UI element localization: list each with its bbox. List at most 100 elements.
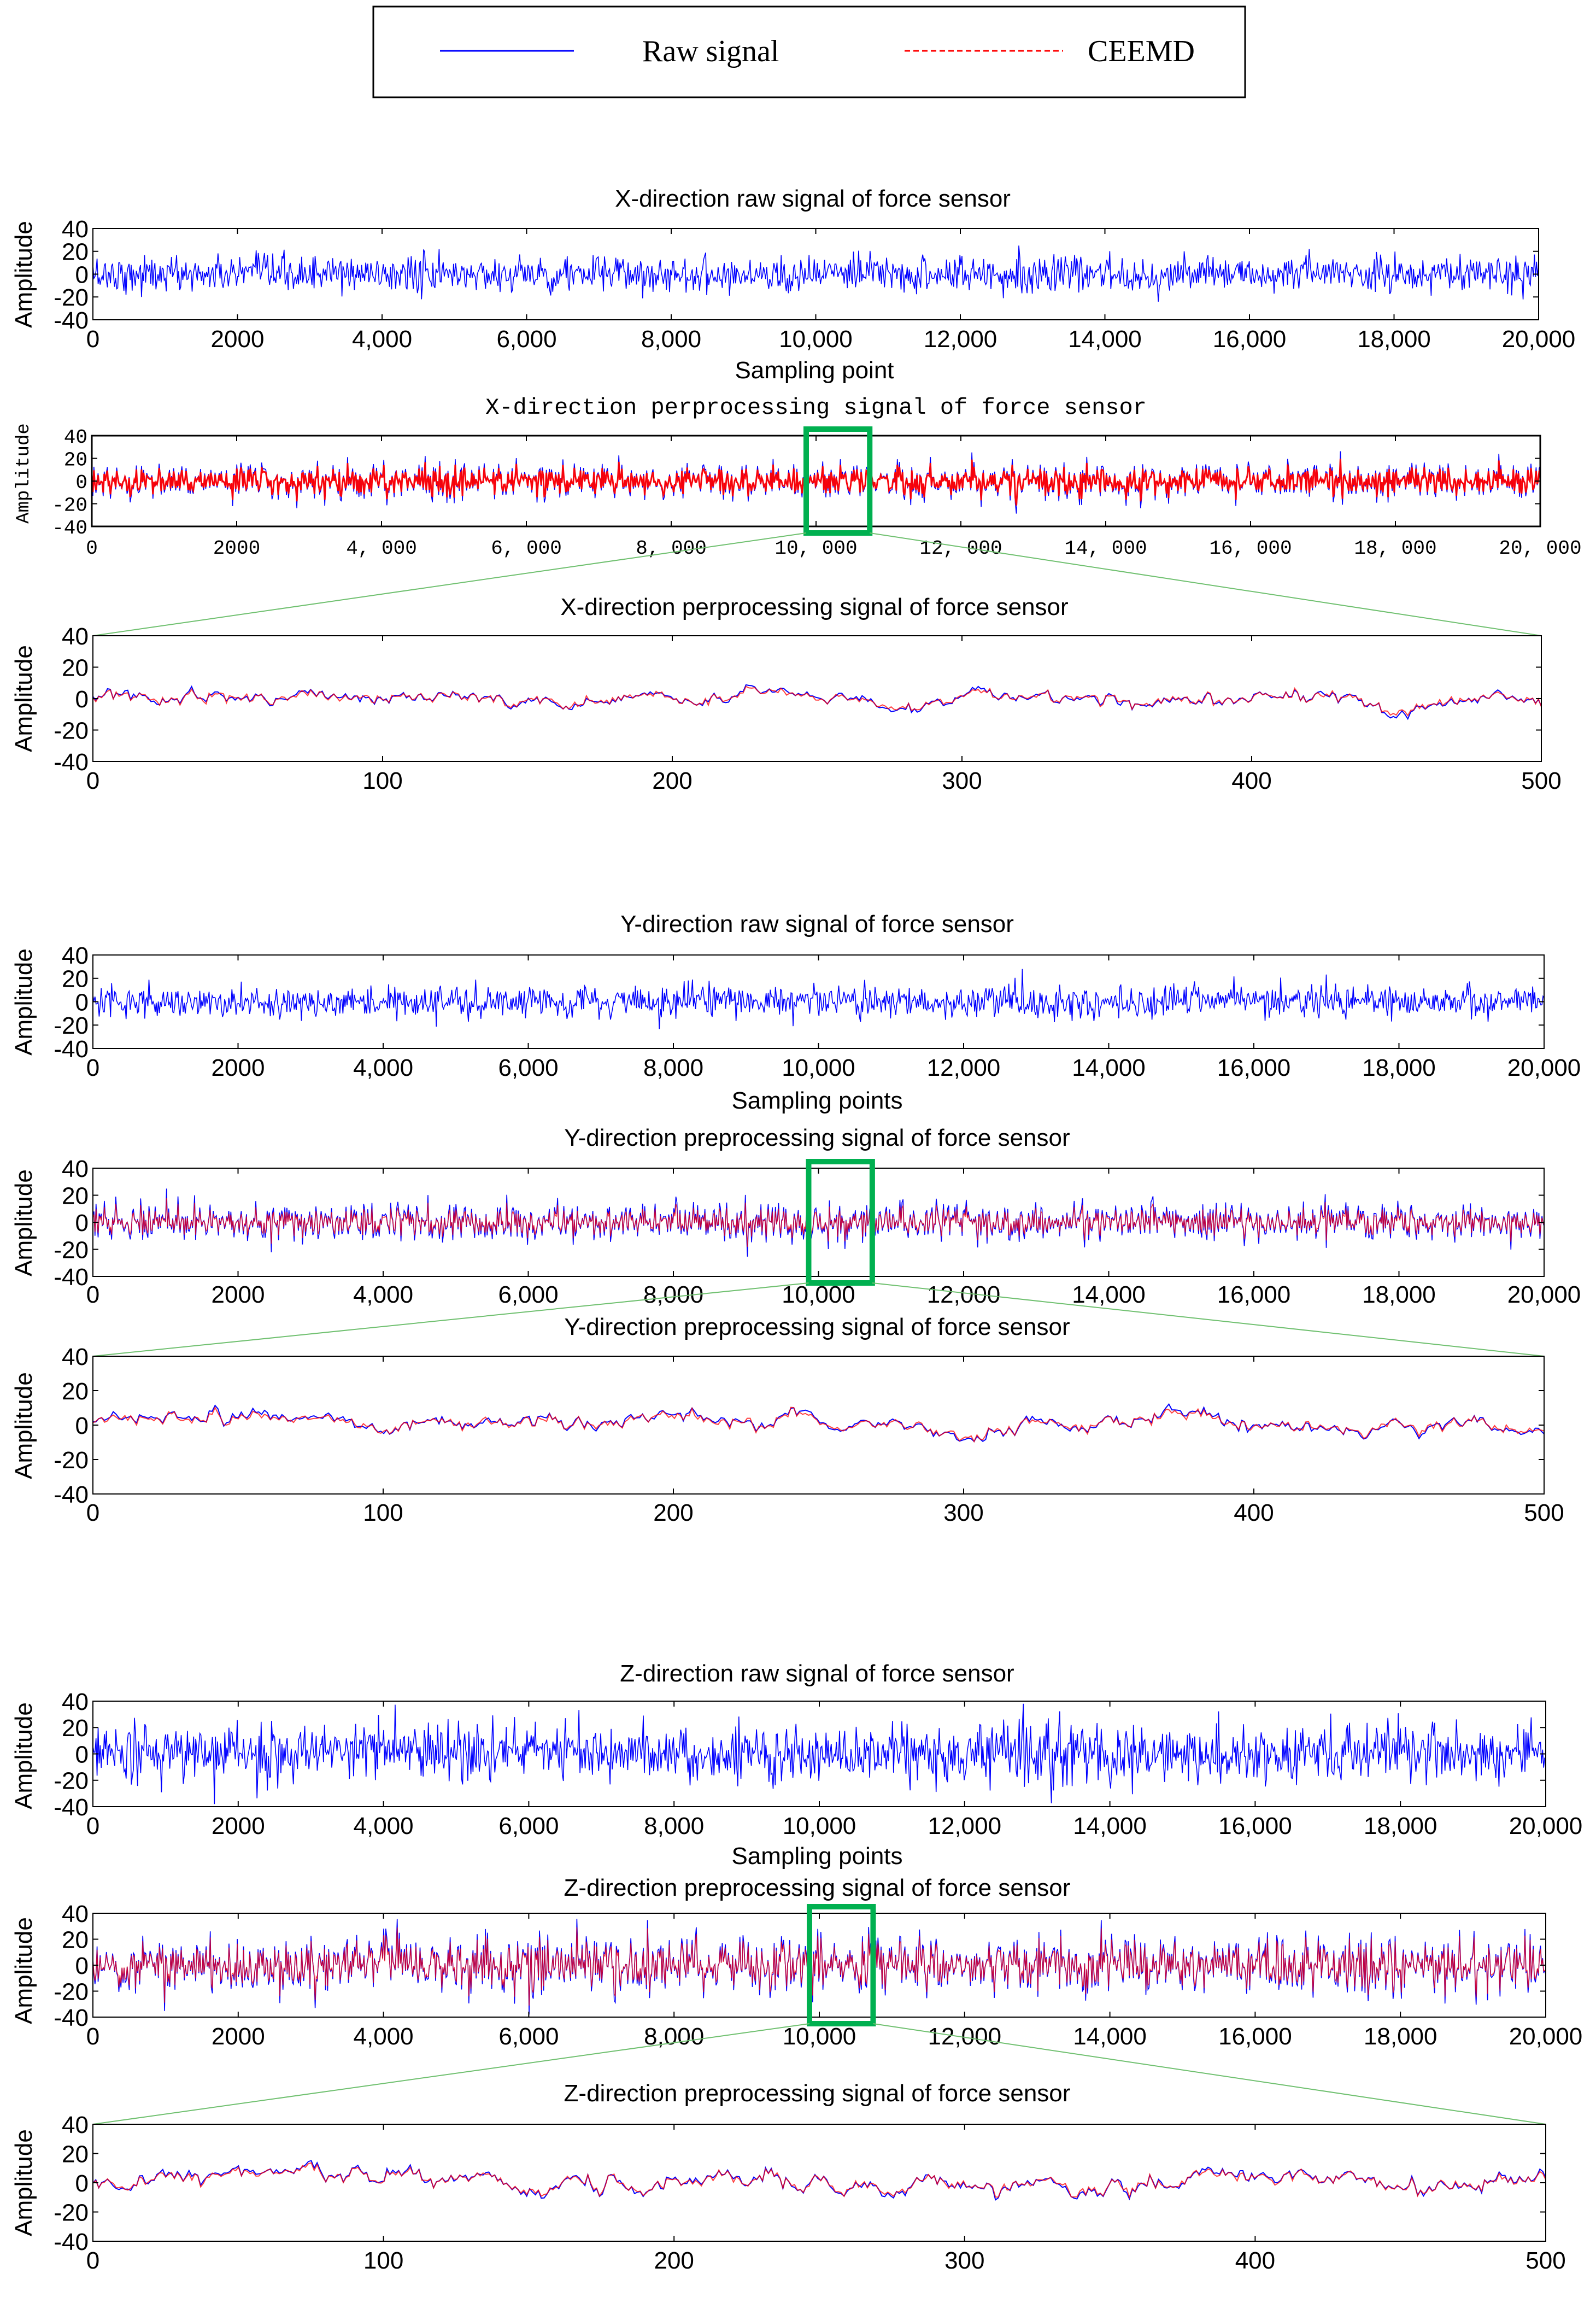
y-raw-ytick-label: -20 — [54, 1012, 89, 1039]
z-zoom-ylabel: Amplitude — [10, 2129, 37, 2236]
z-pre-ylabel: Amplitude — [10, 1917, 37, 2024]
z-zoom-ytick-label: 20 — [62, 2141, 89, 2167]
x-raw-xtick-label: 4,000 — [352, 326, 412, 353]
y-raw-title: Y-direction raw signal of force sensor — [620, 911, 1014, 937]
x-raw-ytick-label: 20 — [62, 239, 89, 266]
y-zoom-ytick-label: 40 — [62, 1344, 89, 1370]
z-pre-xtick-label: 10,000 — [783, 2023, 856, 2050]
x-pre-ytick-label: 0 — [75, 472, 87, 494]
y-zoom-ytick-label: 0 — [75, 1413, 89, 1439]
x-raw-title: X-direction raw signal of force sensor — [615, 185, 1011, 212]
y-zoom-plot-area — [93, 1356, 1544, 1494]
z-pre-xtick-label: 18,000 — [1364, 2023, 1437, 2050]
y-zoom-title: Y-direction preprocessing signal of forc… — [564, 1314, 1070, 1340]
x-raw-xtick-label: 18,000 — [1357, 326, 1431, 353]
x-zoom-xtick-label: 500 — [1521, 767, 1561, 794]
x-raw-xtick-label: 8,000 — [641, 326, 701, 353]
x-pre-xtick-label: 16, 000 — [1209, 537, 1292, 560]
legend: Raw signal CEEMD — [372, 5, 1246, 98]
z-pre-ytick-label: 40 — [62, 1901, 89, 1927]
x-raw-ytick-label: -20 — [54, 284, 89, 311]
z-raw-xtick-label: 2000 — [212, 1813, 265, 1839]
x-pre-zoom-connector-left — [92, 532, 807, 636]
legend-raw-label: Raw signal — [642, 34, 779, 68]
y-pre-xtick-label: 16,000 — [1217, 1281, 1291, 1308]
y-pre-zoom-box — [806, 1159, 875, 1286]
x-zoom-xtick-label: 300 — [942, 767, 982, 794]
z-pre-ytick-label: -40 — [54, 2005, 89, 2031]
y-zoom-ytick-label: -20 — [54, 1447, 89, 1474]
x-pre-xtick-label: 10, 000 — [774, 537, 857, 560]
x-zoom-xtick-label: 0 — [86, 767, 99, 794]
x-raw-xlabel: Sampling point — [735, 357, 894, 384]
y-raw-xtick-label: 8,000 — [643, 1054, 703, 1081]
z-zoom-ceemd-line — [92, 2162, 1546, 2200]
y-pre-ytick-label: -40 — [54, 1264, 89, 1291]
y-raw-xtick-label: 14,000 — [1072, 1054, 1146, 1081]
z-zoom-xtick-label: 100 — [363, 2247, 403, 2274]
z-raw-ytick-label: -40 — [54, 1794, 89, 1821]
y-raw-ytick-label: 0 — [75, 989, 89, 1016]
y-pre-xtick-label: 0 — [86, 1281, 99, 1308]
y-pre-xtick-label: 10,000 — [782, 1281, 855, 1308]
y-pre-zoom-connector-right — [872, 1282, 1545, 1357]
y-zoom-ytick-label: 20 — [62, 1378, 89, 1405]
x-zoom-xtick-label: 200 — [652, 767, 692, 794]
z-raw-xtick-label: 16,000 — [1218, 1813, 1292, 1839]
y-pre-xtick-label: 2000 — [212, 1281, 265, 1308]
x-pre-xtick-label: 20, 000 — [1499, 537, 1581, 560]
y-pre-xtick-label: 20,000 — [1507, 1281, 1581, 1308]
x-zoom-ytick-label: 40 — [62, 623, 89, 650]
z-raw-xtick-label: 20,000 — [1509, 1813, 1583, 1839]
z-zoom-ytick-label: -20 — [54, 2199, 89, 2226]
z-raw-xtick-label: 14,000 — [1073, 1813, 1147, 1839]
x-raw-ylabel: Amplitude — [10, 221, 37, 328]
y-zoom-ytick-label: -40 — [54, 1481, 89, 1508]
x-zoom-xtick-label: 100 — [362, 767, 402, 794]
y-pre-xtick-label: 14,000 — [1072, 1281, 1146, 1308]
x-pre-title: X-direction perprocessing signal of forc… — [485, 395, 1147, 421]
x-raw-xtick-label: 20,000 — [1502, 326, 1576, 353]
y-zoom-xtick-label: 400 — [1234, 1499, 1274, 1526]
x-pre-xtick-label: 6, 000 — [491, 537, 562, 560]
y-pre-xtick-label: 18,000 — [1362, 1281, 1436, 1308]
y-pre-ytick-label: -20 — [54, 1237, 89, 1263]
y-pre-ytick-label: 40 — [62, 1156, 89, 1182]
x-pre-ytick-label: -40 — [52, 517, 87, 540]
y-raw-ytick-label: -40 — [54, 1036, 89, 1063]
x-pre-zoom-connector-right — [870, 532, 1542, 636]
z-pre-ytick-label: 0 — [75, 1953, 89, 1979]
legend-ceemd-label: CEEMD — [1088, 34, 1195, 68]
y-raw-xtick-label: 10,000 — [782, 1054, 855, 1081]
x-zoom-ytick-label: -20 — [54, 717, 89, 744]
x-raw-xtick-label: 16,000 — [1213, 326, 1287, 353]
z-raw-xtick-label: 6,000 — [498, 1813, 559, 1839]
x-raw-xtick-label: 12,000 — [924, 326, 998, 353]
z-zoom-title: Z-direction preprocessing signal of forc… — [564, 2080, 1071, 2107]
y-pre-ytick-label: 0 — [75, 1210, 89, 1237]
z-pre-xtick-label: 6,000 — [498, 2023, 559, 2050]
z-pre-xtick-label: 14,000 — [1073, 2023, 1147, 2050]
z-zoom-xtick-label: 0 — [86, 2247, 99, 2274]
z-raw-xtick-label: 18,000 — [1364, 1813, 1437, 1839]
z-pre-xtick-label: 16,000 — [1218, 2023, 1292, 2050]
y-pre-xtick-label: 4,000 — [353, 1281, 413, 1308]
x-zoom-ceemd-line — [92, 685, 1542, 717]
z-raw-xtick-label: 4,000 — [354, 1813, 414, 1839]
x-pre-ytick-label: 40 — [64, 426, 87, 449]
x-pre-xtick-label: 4, 000 — [346, 537, 417, 560]
z-raw-plot-area — [93, 1701, 1546, 1807]
x-pre-ylabel: Amplitude — [14, 423, 34, 524]
legend-frame — [372, 5, 1246, 98]
y-zoom-xtick-label: 500 — [1524, 1499, 1564, 1526]
z-raw-xtick-label: 0 — [86, 1813, 99, 1839]
x-zoom-plot-area — [93, 636, 1541, 761]
z-raw-ytick-label: 20 — [62, 1715, 89, 1742]
